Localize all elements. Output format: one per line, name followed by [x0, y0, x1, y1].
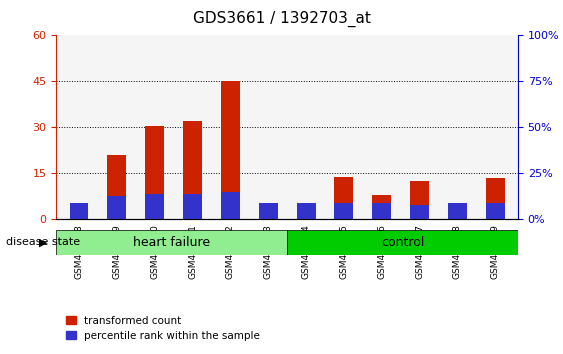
Bar — [486, 203, 504, 219]
Bar — [372, 195, 391, 219]
Text: control: control — [381, 236, 425, 249]
Bar — [410, 181, 429, 219]
Bar — [70, 215, 88, 219]
Bar — [372, 203, 391, 219]
Bar — [70, 203, 88, 219]
Bar — [108, 195, 126, 219]
Bar — [145, 194, 164, 219]
Bar — [297, 215, 315, 219]
Bar — [410, 205, 429, 219]
Bar — [448, 203, 467, 219]
Bar — [221, 81, 240, 219]
FancyBboxPatch shape — [56, 230, 287, 255]
FancyBboxPatch shape — [287, 230, 518, 255]
Bar — [259, 209, 278, 219]
Bar — [448, 209, 467, 219]
Text: heart failure: heart failure — [133, 236, 210, 249]
Text: disease state: disease state — [6, 238, 80, 247]
Text: GDS3661 / 1392703_at: GDS3661 / 1392703_at — [193, 11, 370, 27]
Bar — [221, 192, 240, 219]
Bar — [334, 203, 354, 219]
Bar — [334, 177, 354, 219]
Legend: transformed count, percentile rank within the sample: transformed count, percentile rank withi… — [61, 312, 265, 345]
Bar — [183, 194, 202, 219]
Bar — [259, 203, 278, 219]
Bar — [486, 178, 504, 219]
Bar — [145, 126, 164, 219]
Bar — [108, 155, 126, 219]
Text: ▶: ▶ — [39, 238, 48, 247]
Bar — [297, 203, 315, 219]
Bar — [183, 121, 202, 219]
